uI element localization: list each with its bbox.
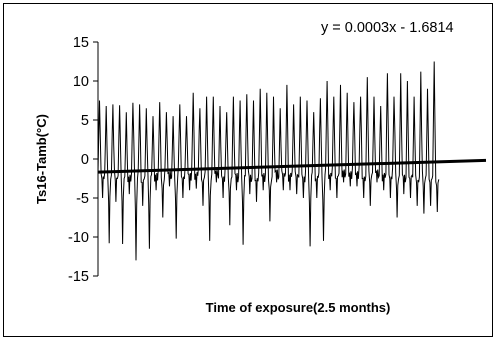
trend-line — [97, 158, 487, 174]
y-tick-label: 15 — [73, 35, 89, 51]
y-tick-label: 10 — [73, 74, 89, 90]
y-tick-label: 5 — [81, 113, 89, 129]
y-tick-label: -15 — [68, 269, 89, 285]
y-tick-label: 0 — [81, 152, 89, 168]
x-axis-title: Time of exposure(2.5 months) — [206, 300, 391, 315]
plot-area: -15 -10 -5 0 5 10 15 — [68, 35, 487, 285]
trendline-equation: y = 0.0003x - 1.6814 — [321, 20, 454, 36]
y-tick-label: -10 — [68, 230, 89, 246]
y-axis-title: Ts16-Tamb(°C) — [34, 114, 49, 204]
chart-frame: -15 -10 -5 0 5 10 15 y = 0.0003x - 1.6814 Ts16… — [3, 3, 493, 337]
chart-canvas: -15 -10 -5 0 5 10 15 y = 0.0003x - 1.6814 Ts16… — [34, 20, 487, 315]
y-tick-label: -5 — [76, 191, 89, 207]
series-line — [97, 61, 440, 261]
